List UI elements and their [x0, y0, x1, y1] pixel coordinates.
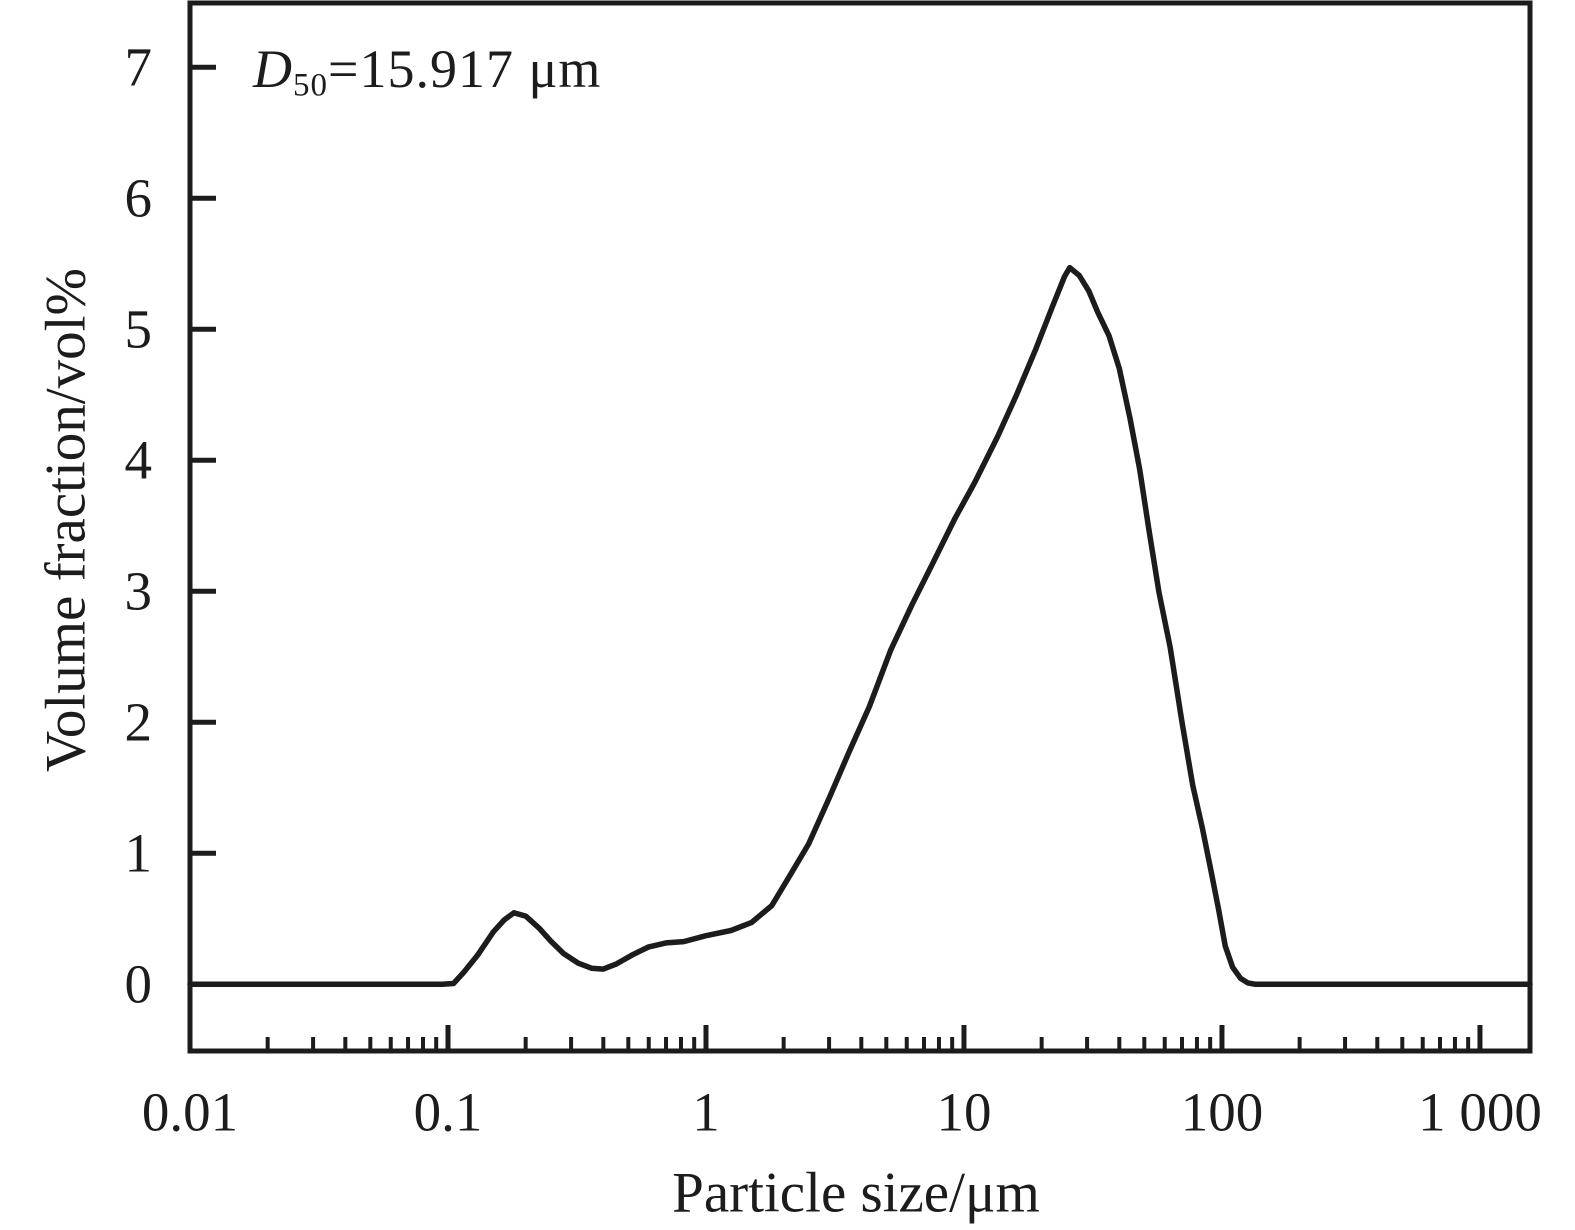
y-tick-label: 1: [125, 823, 153, 884]
y-tick-label: 3: [125, 561, 153, 622]
y-axis-title: Volume fraction/vol%: [34, 268, 98, 772]
x-tick-label: 0.1: [414, 1082, 483, 1143]
d50-value: =15.917 μm: [328, 39, 602, 99]
y-tick-label: 0: [125, 954, 153, 1015]
x-axis-title: Particle size/μm: [672, 1161, 1040, 1225]
y-tick-label: 4: [125, 430, 153, 491]
x-tick-label: 1 000: [1418, 1082, 1542, 1143]
x-tick-label: 0.01: [142, 1082, 238, 1143]
y-tick-label: 7: [125, 37, 153, 98]
volume-fraction-curve: [187, 264, 1533, 987]
x-tick-label: 10: [936, 1082, 991, 1143]
x-tick-label: 100: [1181, 1082, 1264, 1143]
d50-subscript: 50: [293, 67, 328, 104]
y-tick-label: 5: [125, 299, 153, 360]
d50-symbol: D: [253, 39, 293, 99]
x-tick-label: 1: [692, 1082, 720, 1143]
y-tick-label: 2: [125, 692, 153, 753]
y-tick-label: 6: [125, 168, 153, 229]
plot-border: [187, 0, 1533, 1054]
d50-annotation: D50=15.917 μm: [253, 38, 602, 104]
